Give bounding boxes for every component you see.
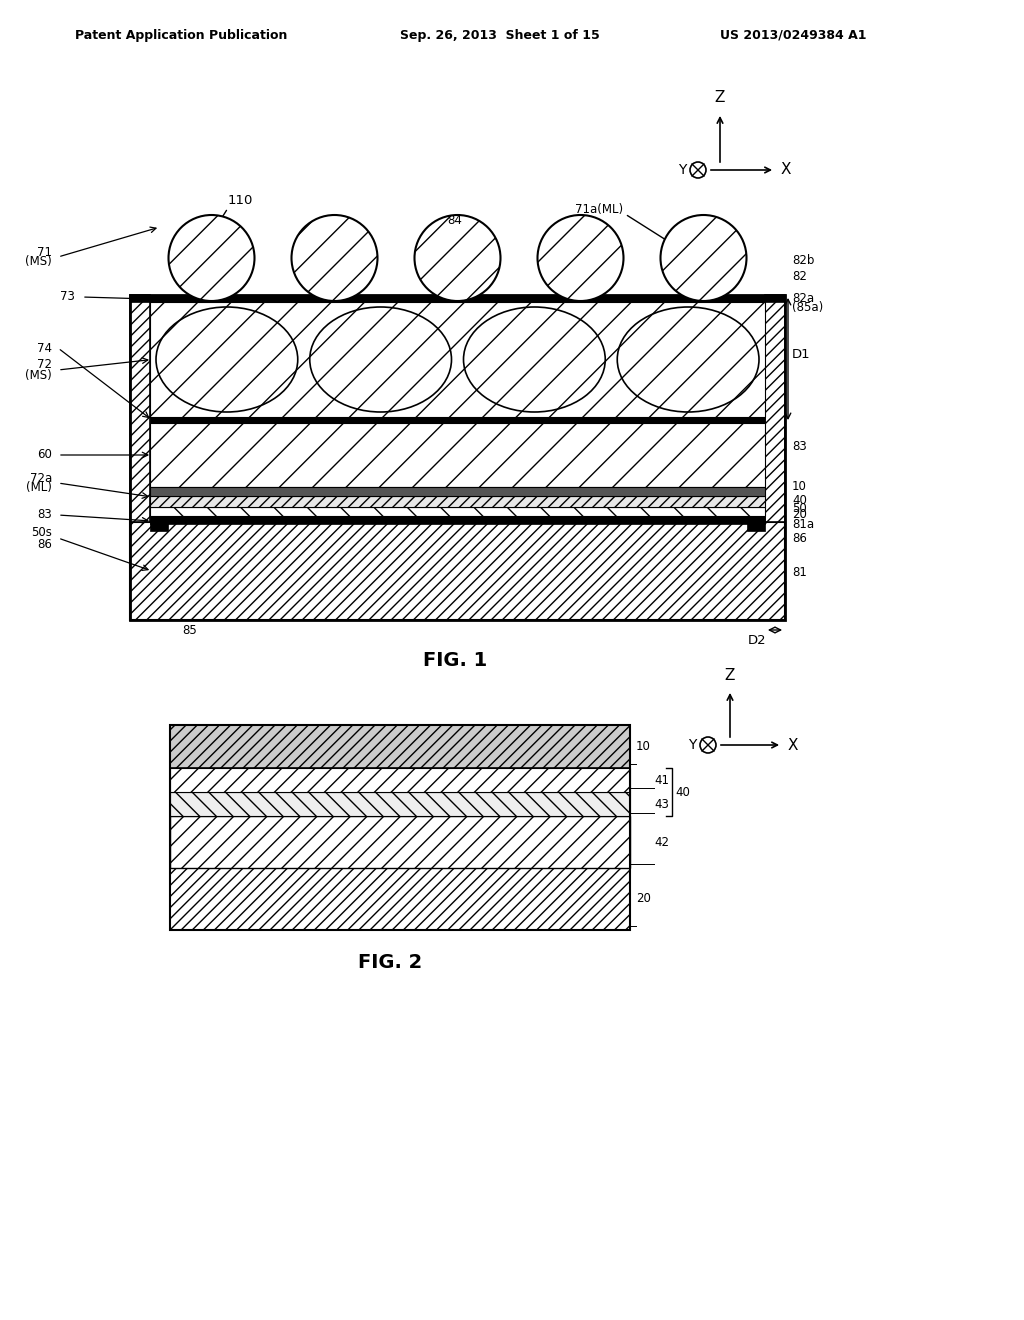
Text: D2: D2 [748, 634, 766, 647]
Text: 50: 50 [792, 502, 807, 515]
Text: FIG. 1: FIG. 1 [423, 651, 487, 669]
Bar [150, 520, 168, 531]
Text: (85a): (85a) [792, 301, 823, 314]
Text: 43: 43 [654, 797, 669, 810]
Bar [765, 294, 785, 521]
Bar [170, 792, 630, 816]
Text: 10: 10 [792, 480, 807, 494]
Bar [150, 507, 765, 516]
Text: 110: 110 [227, 194, 253, 206]
Circle shape [169, 215, 255, 301]
Text: Patent Application Publication: Patent Application Publication [75, 29, 288, 41]
Text: 86: 86 [792, 532, 807, 544]
Text: Y: Y [688, 738, 696, 752]
Bar [170, 768, 630, 792]
Bar [150, 417, 765, 422]
Bar [150, 302, 765, 417]
Text: 86: 86 [37, 537, 52, 550]
Text: X: X [781, 162, 792, 177]
Text: (MS): (MS) [26, 368, 52, 381]
Bar [150, 496, 765, 507]
Text: Sep. 26, 2013  Sheet 1 of 15: Sep. 26, 2013 Sheet 1 of 15 [400, 29, 600, 41]
Text: 40: 40 [792, 494, 807, 507]
Text: Z: Z [725, 668, 735, 682]
Text: 20: 20 [792, 507, 807, 520]
Text: 40: 40 [675, 785, 690, 799]
Circle shape [292, 215, 378, 301]
Ellipse shape [617, 308, 759, 412]
Bar [130, 521, 785, 620]
Text: 20: 20 [636, 892, 651, 906]
Bar [170, 816, 630, 869]
Text: 82b: 82b [792, 253, 814, 267]
Text: US 2013/0249384 A1: US 2013/0249384 A1 [720, 29, 866, 41]
Text: 10: 10 [636, 741, 651, 752]
Text: 60: 60 [37, 449, 52, 462]
Bar [170, 869, 630, 931]
Bar [130, 294, 150, 521]
Text: FIG. 2: FIG. 2 [357, 953, 422, 972]
Bar [170, 725, 630, 768]
Text: 85: 85 [182, 623, 198, 636]
Bar [170, 725, 630, 931]
Ellipse shape [156, 308, 298, 412]
Bar [746, 520, 765, 531]
Bar [130, 294, 785, 302]
Circle shape [538, 215, 624, 301]
Text: 71a(ML): 71a(ML) [575, 203, 624, 216]
Text: (MS): (MS) [26, 256, 52, 268]
Text: 41: 41 [654, 774, 669, 787]
Bar [150, 516, 765, 524]
Text: 82: 82 [792, 269, 807, 282]
Text: 83: 83 [37, 508, 52, 521]
Text: 84: 84 [447, 214, 463, 227]
Text: 81a: 81a [792, 519, 814, 532]
Bar [130, 294, 785, 620]
Circle shape [415, 215, 501, 301]
Circle shape [660, 215, 746, 301]
Text: 42: 42 [654, 836, 669, 849]
Text: 72: 72 [37, 359, 52, 371]
Text: 83: 83 [792, 441, 807, 454]
Bar [150, 422, 765, 487]
Text: 74: 74 [37, 342, 52, 355]
Text: 82a: 82a [792, 292, 814, 305]
Text: X: X [788, 738, 799, 752]
Text: Z: Z [715, 90, 725, 106]
Ellipse shape [309, 308, 452, 412]
Text: (ML): (ML) [27, 482, 52, 495]
Text: 73: 73 [60, 290, 75, 304]
Text: 81: 81 [792, 565, 807, 578]
Text: Y: Y [678, 162, 686, 177]
Text: D1: D1 [792, 348, 811, 362]
Bar [150, 487, 765, 496]
Text: 72a: 72a [30, 471, 52, 484]
Text: 71: 71 [37, 246, 52, 259]
Text: 50s: 50s [31, 525, 52, 539]
Ellipse shape [464, 308, 605, 412]
